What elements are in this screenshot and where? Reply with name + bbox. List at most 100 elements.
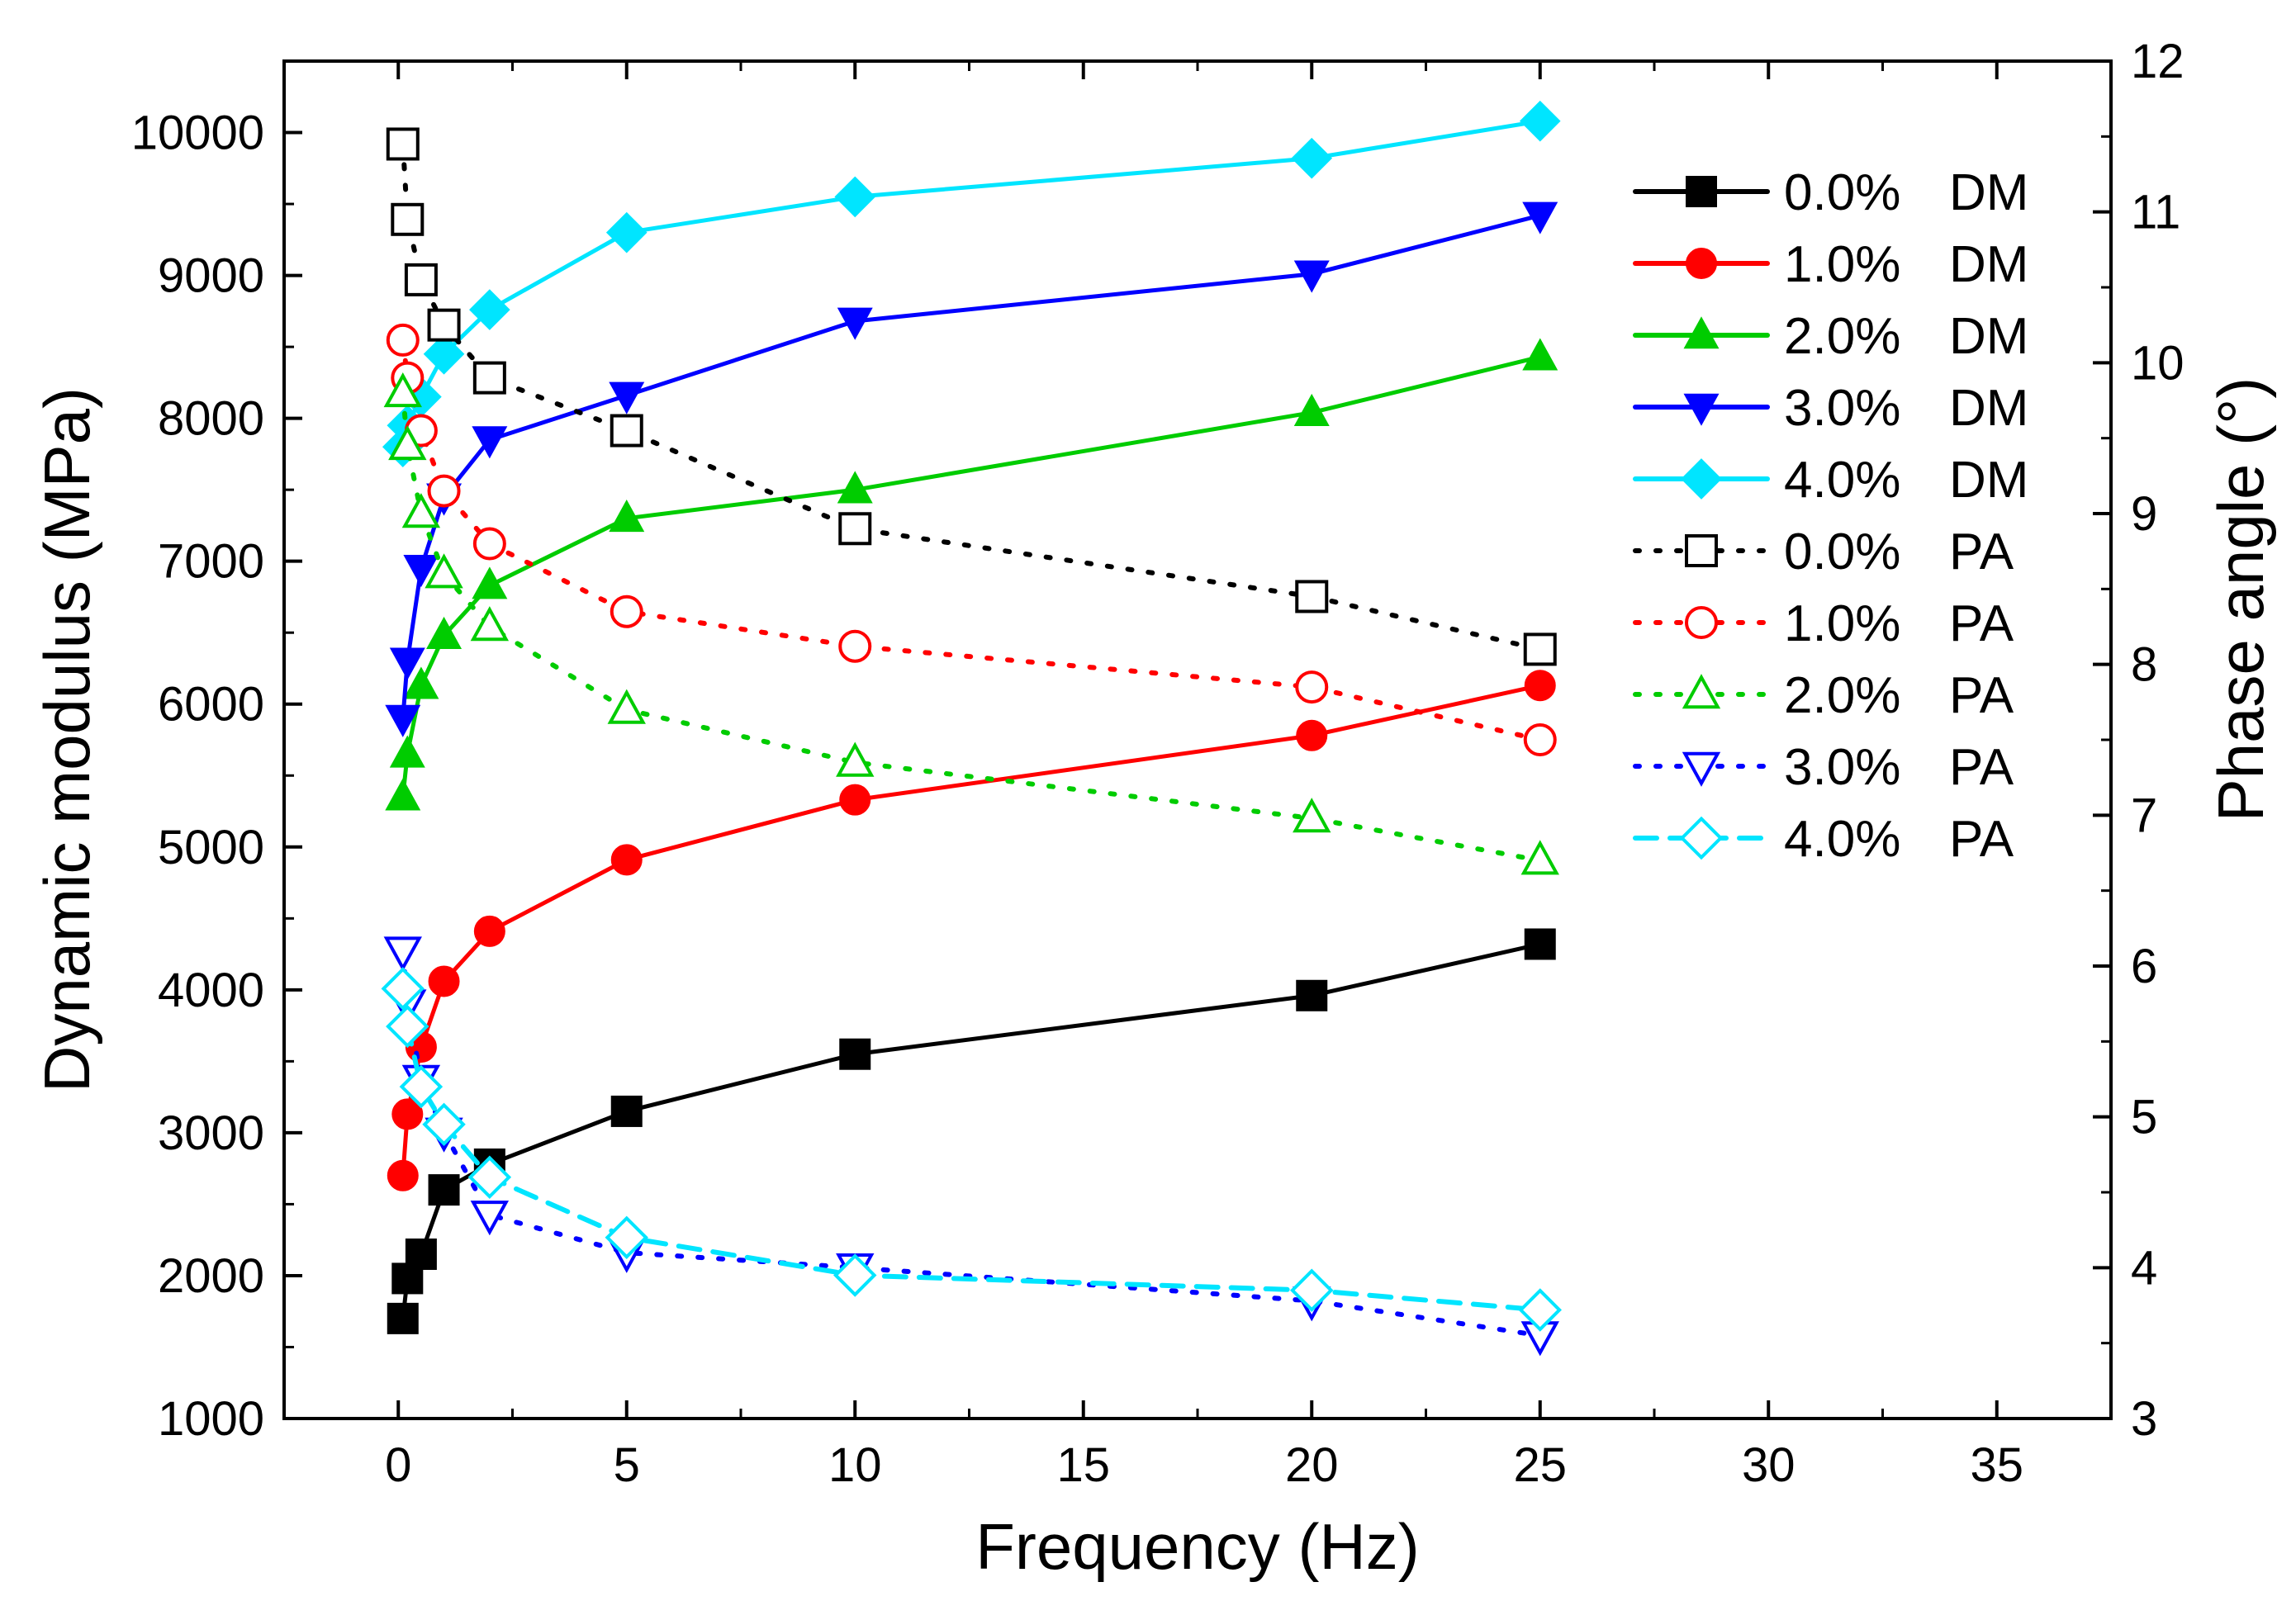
data-point: [839, 1038, 871, 1070]
legend-swatch-marker: [1682, 674, 1721, 709]
data-point: [405, 1238, 437, 1270]
legend-item: 2.0% DM: [1633, 308, 2028, 365]
data-point: [838, 629, 872, 663]
y-axis-title: Dynamic modulus (MPa): [31, 387, 103, 1092]
data-point: [610, 594, 643, 628]
legend-tag: DM: [1949, 164, 2028, 221]
data-point: [470, 606, 510, 642]
legend-tag: PA: [1949, 811, 2014, 868]
legend-label: 0.0%: [1784, 523, 1900, 580]
y-tick-label: 1000: [158, 1392, 264, 1446]
y2-tick-label: 5: [2131, 1091, 2157, 1144]
legend-tag: PA: [1949, 739, 2014, 796]
data-point: [607, 689, 646, 724]
data-point: [1518, 1288, 1562, 1332]
legend-label: 0.0%: [1784, 164, 1900, 221]
data-point: [1290, 1268, 1334, 1312]
y-tick-label: 2000: [158, 1249, 264, 1303]
x-tick-label: 0: [385, 1438, 411, 1492]
legend-tag: PA: [1949, 667, 2014, 724]
data-point: [472, 361, 506, 395]
data-point: [387, 1159, 419, 1191]
legend-item: 3.0% DM: [1633, 380, 2028, 437]
data-point: [838, 512, 872, 546]
data-point: [472, 426, 508, 459]
legend-swatch-marker: [1683, 393, 1720, 426]
legend-item: 0.0% PA: [1633, 523, 2014, 580]
data-point: [403, 666, 439, 699]
data-point: [1296, 979, 1328, 1011]
legend-swatch-marker: [1681, 458, 1722, 500]
legend-label: 1.0%: [1784, 236, 1900, 293]
data-point: [385, 778, 421, 811]
y2-axis-title: Phase angle (°): [2204, 377, 2277, 822]
series-dm-4-0pct: [382, 100, 1561, 468]
legend-label: 2.0%: [1784, 667, 1900, 724]
legend-item: 4.0% DM: [1633, 452, 2028, 509]
series-pa-0-0pct: [386, 127, 1557, 666]
y2-tick-label: 12: [2131, 35, 2185, 88]
data-point: [609, 381, 645, 414]
legend-label: 1.0%: [1784, 595, 1900, 652]
y2-tick-label: 3: [2131, 1392, 2157, 1446]
y2-tick-label: 4: [2131, 1241, 2157, 1295]
data-point: [399, 1064, 444, 1109]
data-point: [385, 704, 421, 737]
y-tick-label: 9000: [158, 249, 264, 303]
data-point: [1295, 580, 1329, 613]
y-tick-label: 7000: [158, 535, 264, 589]
data-point: [403, 555, 439, 588]
data-point: [422, 1102, 466, 1147]
data-point: [605, 211, 648, 253]
legend-tag: DM: [1949, 236, 2028, 293]
data-point: [609, 499, 645, 533]
data-point: [391, 202, 425, 236]
legend-tag: DM: [1949, 380, 2028, 437]
data-point: [428, 1174, 460, 1206]
data-point: [423, 333, 465, 375]
data-point: [1522, 338, 1558, 371]
data-point: [1293, 798, 1331, 833]
y-tick-label: 6000: [158, 678, 264, 732]
legend-swatch-marker: [1685, 534, 1718, 567]
data-point: [1293, 260, 1330, 293]
x-tick-label: 20: [1285, 1438, 1339, 1492]
data-point: [1519, 100, 1561, 142]
y-tick-label: 10000: [131, 107, 264, 160]
data-point: [1296, 719, 1328, 751]
data-point: [425, 553, 463, 589]
y-tick-label: 8000: [158, 392, 264, 446]
legend-swatch-marker: [1686, 176, 1717, 207]
legend-item: 1.0% PA: [1633, 595, 2014, 652]
x-tick-label: 30: [1742, 1438, 1796, 1492]
data-point: [837, 307, 873, 340]
data-point: [386, 127, 420, 161]
data-point: [427, 474, 461, 508]
data-point: [383, 372, 422, 408]
data-point: [470, 1201, 510, 1236]
data-point: [427, 308, 461, 342]
data-point: [389, 735, 425, 768]
data-point: [1293, 393, 1330, 427]
data-point: [610, 844, 643, 876]
data-point: [467, 1155, 512, 1199]
data-point: [387, 1302, 419, 1334]
data-point: [1524, 670, 1556, 702]
data-point: [469, 289, 510, 330]
data-point: [1522, 201, 1558, 234]
series-pa-4-0pct: [381, 967, 1562, 1332]
data-point: [388, 424, 427, 461]
data-point: [833, 1253, 877, 1297]
legend-label: 3.0%: [1784, 739, 1900, 796]
data-point: [839, 784, 871, 816]
data-point: [1523, 632, 1557, 666]
series-pa-1-0pct: [386, 323, 1557, 756]
data-point: [1520, 840, 1559, 875]
y2-tick-label: 9: [2131, 487, 2157, 541]
data-point: [1291, 137, 1333, 179]
data-point: [837, 471, 873, 504]
data-point: [834, 176, 876, 218]
legend-item: 3.0% PA: [1633, 739, 2014, 796]
axes-layer: 0 5 10 15 20 25 30 3510002000300040005000600070…: [131, 35, 2185, 1492]
